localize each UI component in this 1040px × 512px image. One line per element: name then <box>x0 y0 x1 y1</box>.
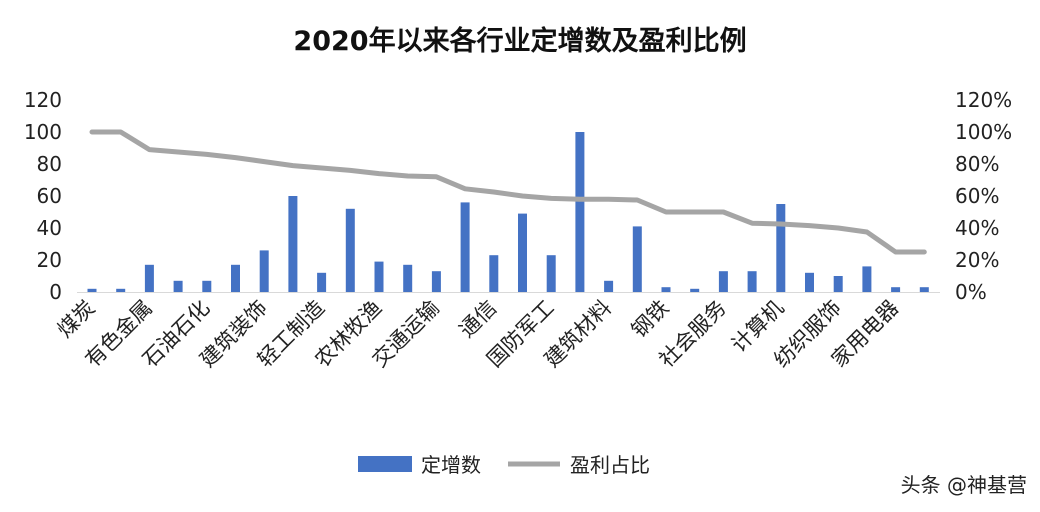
bar <box>460 202 470 292</box>
chart-title: 2020年以来各行业定增数及盈利比例 <box>293 25 746 57</box>
y-tick-label: 100 <box>24 120 62 144</box>
y-tick-label: 120 <box>24 88 62 112</box>
line-series <box>89 129 927 255</box>
y2-tick-label: 100% <box>955 120 1012 144</box>
legend-line-label: 盈利占比 <box>570 453 650 477</box>
y-tick-label: 60 <box>37 184 62 208</box>
bar <box>202 280 212 292</box>
y2-tick-label: 60% <box>955 184 999 208</box>
bar <box>546 255 556 292</box>
bar <box>87 288 97 292</box>
y2-tick-label: 0% <box>955 280 987 304</box>
bar <box>374 261 384 292</box>
y2-tick-label: 20% <box>955 248 999 272</box>
bar <box>632 226 642 292</box>
y-tick-label: 80 <box>37 152 62 176</box>
bar <box>144 264 154 292</box>
bar <box>345 208 355 292</box>
legend-bar-label: 定增数 <box>421 453 481 477</box>
y2-tick-label: 40% <box>955 216 999 240</box>
bar <box>891 287 901 292</box>
bar-series <box>87 132 929 292</box>
bar <box>661 287 671 292</box>
y-tick-label: 40 <box>37 216 62 240</box>
legend: 定增数 盈利占比 <box>358 453 650 477</box>
bar <box>231 264 240 292</box>
bar <box>431 271 441 292</box>
bar <box>718 271 728 292</box>
bar <box>317 272 327 292</box>
bar <box>604 280 614 292</box>
bar <box>776 204 786 292</box>
bar <box>919 287 929 292</box>
bar <box>259 250 269 292</box>
axes: 0 20 40 60 80 100 120 0% 20% 40% 60% 80% 100% 120% <box>24 88 1012 304</box>
bar <box>403 264 413 292</box>
bar <box>862 266 872 292</box>
y2-tick-label: 80% <box>955 152 999 176</box>
bar <box>173 280 183 292</box>
bar <box>833 276 843 292</box>
bar <box>805 272 814 292</box>
legend-bar-swatch <box>358 456 412 472</box>
category-label: 钢铁 <box>627 296 674 343</box>
bar <box>747 271 757 292</box>
bar <box>489 255 499 292</box>
profit-ratio-line <box>89 129 927 255</box>
y-tick-label: 0 <box>49 280 62 304</box>
bar <box>288 196 298 292</box>
bar <box>116 288 126 292</box>
y2-tick-label: 120% <box>955 88 1012 112</box>
bar <box>690 288 700 292</box>
watermark: 头条 @神基营 <box>901 473 1027 497</box>
y-tick-label: 20 <box>37 248 62 272</box>
bar <box>575 132 585 292</box>
category-label: 通信 <box>455 296 502 343</box>
bar <box>518 213 527 292</box>
